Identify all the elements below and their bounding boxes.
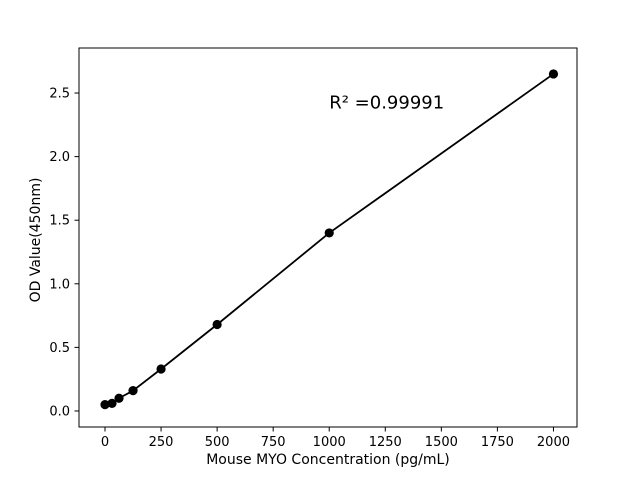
data-point <box>100 400 110 410</box>
data-point <box>548 69 559 79</box>
y-axis-ticks: 0.0 0.5 1.0 1.5 2.0 2.5 <box>49 87 79 419</box>
data-point <box>107 398 117 408</box>
plot-area-border <box>78 47 578 428</box>
data-point <box>114 393 124 403</box>
y-tick-label: 1.5 <box>49 214 70 229</box>
x-tick-label: 2000 <box>537 435 570 450</box>
x-tick-label: 1250 <box>369 435 402 450</box>
data-point <box>324 228 334 238</box>
data-point <box>128 386 138 396</box>
x-tick-label: 1750 <box>481 435 514 450</box>
x-tick-label: 750 <box>261 435 286 450</box>
x-axis-ticks: 0 250 500 750 1000 1250 1500 1750 2000 <box>101 427 570 450</box>
y-tick-label: 0.0 <box>49 404 70 419</box>
data-point <box>212 319 222 330</box>
y-tick-label: 1.0 <box>49 277 70 292</box>
r-squared-annotation: R² =0.99991 <box>329 92 444 113</box>
data-point <box>156 364 166 374</box>
x-tick-label: 1000 <box>313 435 346 450</box>
y-tick-label: 2.0 <box>49 150 70 165</box>
y-tick-label: 0.5 <box>49 341 70 356</box>
x-axis-label: Mouse MYO Concentration (pg/mL) <box>206 452 450 468</box>
x-tick-label: 500 <box>205 435 230 450</box>
x-tick-label: 0 <box>101 435 109 450</box>
x-tick-label: 250 <box>149 435 174 450</box>
trend-line <box>104 73 554 406</box>
x-tick-label: 1500 <box>425 435 458 450</box>
y-tick-label: 2.5 <box>49 87 70 102</box>
y-axis-label: OD Value(450nm) <box>28 178 44 303</box>
standard-curve-series <box>100 69 559 410</box>
